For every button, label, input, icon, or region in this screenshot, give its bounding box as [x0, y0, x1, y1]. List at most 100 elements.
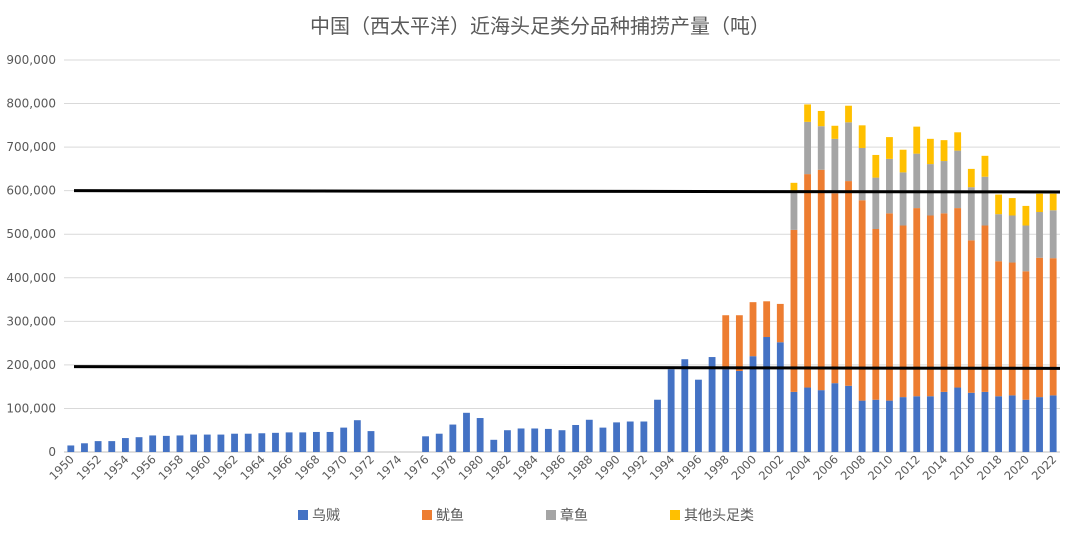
x-tick-label: 1966 [265, 452, 296, 483]
legend-swatch [298, 510, 308, 520]
bar-segment [708, 357, 716, 452]
bar-segment [1022, 399, 1030, 452]
bar-segment [244, 433, 252, 452]
bar-segment [1008, 262, 1016, 396]
bar-segment [872, 228, 880, 400]
bar-segment [817, 126, 825, 170]
bar-segment [463, 412, 470, 452]
bar-segment [858, 400, 866, 452]
bar-segment [967, 168, 975, 188]
bar-segment [353, 420, 361, 452]
bar-segment [654, 399, 661, 452]
bar-segment [517, 428, 525, 452]
x-tick-label: 1962 [210, 452, 241, 483]
bar-segment [735, 315, 743, 371]
bar-segment [1036, 397, 1043, 452]
bar-segment [67, 445, 75, 452]
bar-segment [845, 105, 852, 123]
bar-segment [995, 214, 1003, 262]
x-tick-label: 2014 [920, 452, 951, 483]
bar-segment [763, 337, 771, 452]
bar-segment [954, 132, 962, 151]
bar-segment [886, 400, 893, 452]
bar-segment [940, 140, 948, 162]
bar-segment [763, 301, 771, 338]
bar-segment [572, 424, 580, 452]
bar-segment [285, 432, 293, 452]
bar-segment [967, 187, 975, 241]
x-tick-label: 1954 [101, 452, 132, 483]
bar-segment [340, 427, 348, 452]
bar-segment [121, 438, 129, 452]
x-tick-label: 1996 [674, 452, 705, 483]
bar-segment [899, 149, 907, 173]
x-tick-label: 1982 [483, 452, 514, 483]
bar-segment [845, 385, 852, 452]
x-tick-label: 1970 [319, 452, 350, 483]
bar-segment [94, 441, 102, 452]
bar-segment [913, 396, 921, 452]
bar-segment [299, 432, 307, 452]
bar-segment [190, 434, 198, 452]
bar-segment [1008, 395, 1016, 452]
x-tick-label: 1992 [619, 452, 650, 483]
bar-segment [162, 435, 170, 452]
bar-segment [981, 391, 989, 452]
x-tick-label: 2004 [783, 452, 814, 483]
bar-segment [599, 427, 607, 452]
bars [67, 104, 1057, 452]
bar-segment [435, 433, 443, 452]
y-tick-label: 600,000 [6, 184, 56, 198]
bar-segment [926, 138, 934, 165]
x-axis-ticks: 1950195219541956195819601962196419661968… [46, 452, 1059, 483]
bar-segment [858, 147, 866, 201]
bar-segment [817, 390, 825, 452]
bar-segment [886, 213, 893, 401]
bar-segment [1022, 205, 1030, 226]
bar-segment [326, 431, 334, 452]
bar-segment [108, 441, 116, 452]
bar-segment [558, 430, 566, 452]
y-tick-label: 700,000 [6, 140, 56, 154]
y-tick-label: 100,000 [6, 401, 56, 415]
bar-segment [176, 435, 184, 452]
bar-segment [695, 379, 702, 452]
y-tick-label: 900,000 [6, 53, 56, 67]
bar-segment [926, 215, 934, 397]
bar-segment [258, 433, 266, 452]
x-tick-label: 1988 [565, 452, 596, 483]
bar-segment [1049, 395, 1057, 452]
bar-segment [995, 261, 1003, 397]
bar-segment [231, 433, 238, 452]
x-tick-label: 1998 [701, 452, 732, 483]
bar-segment [913, 208, 921, 397]
bar-segment [817, 110, 825, 127]
bar-segment [1036, 193, 1043, 213]
bar-segment [217, 434, 225, 452]
bar-segment [504, 430, 511, 452]
bar-segment [967, 392, 975, 452]
bar-segment [272, 432, 279, 452]
x-tick-label: 1990 [592, 452, 623, 483]
bar-segment [667, 369, 675, 452]
bar-segment [1049, 193, 1057, 211]
bar-segment [1008, 215, 1016, 263]
bar-segment [313, 431, 320, 452]
bar-segment [858, 125, 866, 148]
bar-segment [831, 138, 839, 194]
x-tick-label: 1952 [74, 452, 105, 483]
legend-label: 鱿鱼 [436, 507, 464, 524]
x-tick-label: 1972 [347, 452, 378, 483]
bar-segment [422, 436, 429, 452]
bar-segment [899, 397, 907, 452]
bar-segment [776, 342, 784, 452]
bar-segment [940, 161, 948, 214]
x-tick-label: 1974 [374, 452, 405, 483]
bar-segment [1008, 198, 1016, 216]
legend-label: 章鱼 [560, 507, 588, 524]
bar-segment [1036, 212, 1043, 258]
bar-segment [1049, 258, 1057, 396]
bar-segment [749, 356, 757, 452]
x-tick-label: 1960 [183, 452, 214, 483]
bar-segment [790, 229, 798, 392]
